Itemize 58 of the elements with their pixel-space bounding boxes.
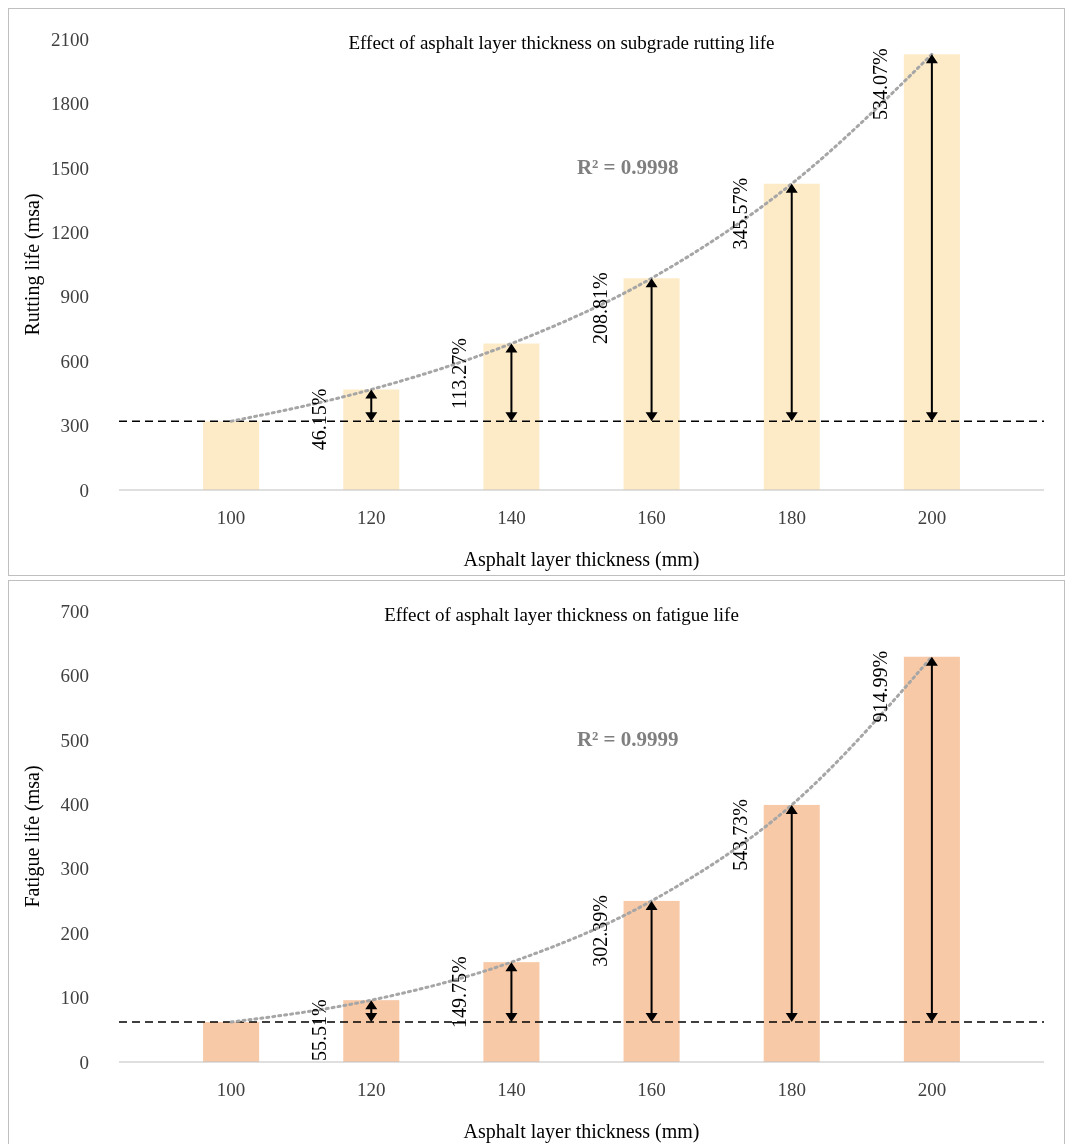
y-tick-label: 200 [60, 922, 89, 944]
y-axis-title: Rutting life (msa) [21, 193, 44, 336]
y-tick-label: 100 [60, 987, 89, 1009]
annotation: 534.07% [868, 48, 891, 121]
x-tick-label: 100 [216, 1079, 246, 1100]
x-axis-title: Asphalt layer thickness (mm) [463, 548, 700, 571]
y-tick-label: 300 [60, 415, 89, 437]
y-tick-label: 700 [60, 600, 89, 622]
annotation: 208.81% [588, 272, 611, 345]
bar [203, 421, 260, 490]
chart-title: Effect of asphalt layer thickness on fatigue life [384, 604, 739, 625]
x-axis-title: Asphalt layer thickness (mm) [463, 1120, 700, 1143]
x-tick-label: 160 [637, 1079, 666, 1100]
bar [483, 962, 540, 1062]
y-tick-label: 900 [60, 286, 89, 308]
x-tick-label: 200 [917, 507, 947, 528]
y-tick-label: 600 [60, 665, 89, 687]
bar [903, 656, 960, 1062]
annotation: R² = 0.9998 [576, 155, 679, 180]
y-tick-label: 1500 [51, 157, 89, 179]
annotation: R² = 0.9999 [576, 727, 679, 752]
y-tick-label: 300 [60, 858, 89, 880]
y-tick-label: 1200 [51, 221, 89, 243]
x-tick-label: 180 [777, 1079, 806, 1100]
x-tick-label: 140 [497, 507, 526, 528]
annotation: 543.73% [728, 799, 751, 871]
y-tick-label: 0 [79, 1051, 89, 1073]
y-tick-label: 500 [60, 729, 89, 751]
annotation: 113.27% [448, 338, 471, 409]
y-tick-label: 0 [79, 479, 89, 501]
x-tick-label: 100 [216, 507, 246, 528]
annotation: 345.57% [728, 177, 751, 250]
y-axis-title: Fatigue life (msa) [21, 765, 44, 908]
bar [903, 54, 960, 490]
x-tick-label: 120 [357, 1079, 386, 1100]
chart-title: Effect of asphalt layer thickness on subgrade rutting life [348, 32, 775, 53]
x-tick-label: 120 [357, 507, 386, 528]
bar [483, 343, 540, 490]
bar [763, 804, 820, 1062]
bar [763, 183, 820, 490]
annotation: 55.51% [308, 999, 331, 1061]
annotation: 302.39% [588, 895, 611, 967]
annotation: 46.15% [308, 388, 331, 451]
x-tick-label: 200 [917, 1079, 947, 1100]
y-tick-label: 1800 [51, 93, 89, 115]
annotation: 149.75% [448, 956, 471, 1028]
y-tick-label: 600 [60, 350, 89, 372]
bar [623, 278, 680, 490]
bar [203, 1022, 260, 1062]
x-tick-label: 180 [777, 507, 806, 528]
y-tick-label: 400 [60, 793, 89, 815]
bar [623, 900, 680, 1062]
bar [343, 389, 400, 490]
x-tick-label: 140 [497, 1079, 526, 1100]
x-tick-label: 160 [637, 507, 666, 528]
y-tick-label: 2100 [51, 28, 89, 50]
bar [343, 1000, 400, 1062]
annotation: 914.99% [868, 650, 891, 723]
